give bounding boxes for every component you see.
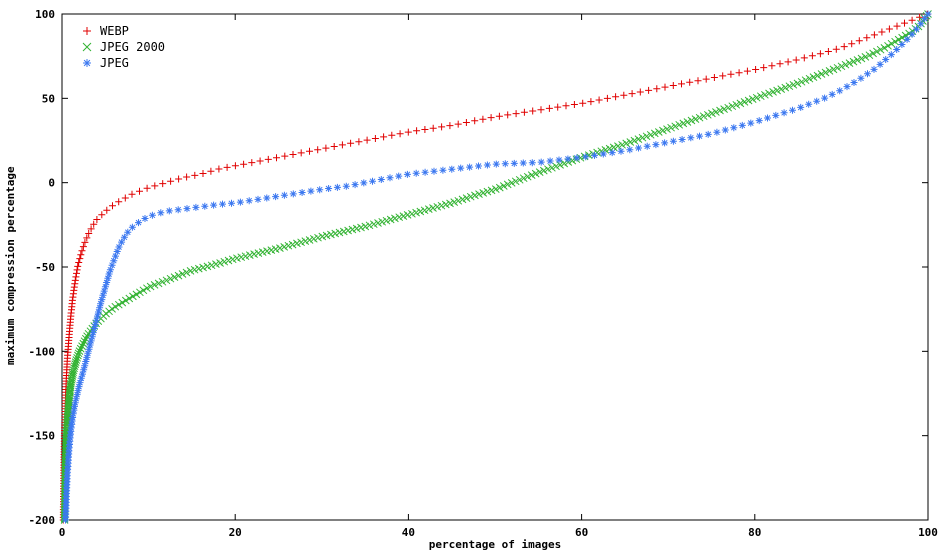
x-tick-label: 0 xyxy=(59,526,66,539)
x-tick-label: 40 xyxy=(402,526,415,539)
y-tick-label: -50 xyxy=(35,261,55,274)
y-tick-label: -150 xyxy=(29,430,56,443)
series-jpeg-2000-points xyxy=(60,10,932,524)
series-webp-points xyxy=(59,10,932,524)
y-tick-label: 100 xyxy=(35,8,55,21)
x-tick-label: 60 xyxy=(575,526,588,539)
x-tick-label: 100 xyxy=(918,526,938,539)
webp-marker-icon xyxy=(83,26,91,35)
legend-label: JPEG xyxy=(100,55,129,70)
legend: WEBP JPEG 2000 JPEG xyxy=(80,23,166,70)
x-tick-label: 20 xyxy=(229,526,242,539)
legend-label: WEBP xyxy=(100,23,129,38)
y-tick-label: 50 xyxy=(42,92,55,105)
legend-entry-webp: WEBP xyxy=(80,23,165,38)
y-tick-label: 0 xyxy=(48,177,55,190)
series-jpeg-points xyxy=(62,10,932,524)
jpeg-2000-marker-icon xyxy=(82,42,92,51)
jpeg-marker-icon xyxy=(83,58,91,67)
x-axis-label: percentage of images xyxy=(428,538,562,551)
legend-entry-jpeg-2000: JPEG 2000 xyxy=(80,39,166,54)
y-tick-label: -200 xyxy=(29,514,56,527)
legend-label: JPEG 2000 xyxy=(100,39,166,54)
y-axis-label: maximum compression percentage xyxy=(4,166,17,365)
legend-entry-jpeg: JPEG xyxy=(80,55,165,70)
y-tick-label: -100 xyxy=(29,345,56,358)
x-tick-label: 80 xyxy=(748,526,761,539)
